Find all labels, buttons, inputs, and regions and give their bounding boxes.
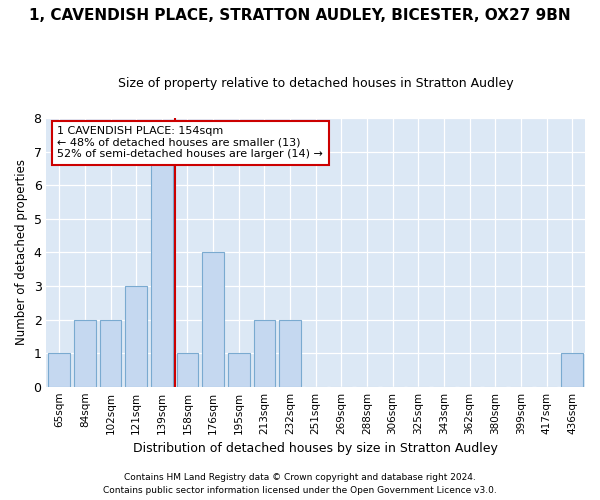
Bar [176, 353, 199, 386]
Text: 1 CAVENDISH PLACE: 154sqm
← 48% of detached houses are smaller (13)
52% of semi-: 1 CAVENDISH PLACE: 154sqm ← 48% of detac… [57, 126, 323, 160]
Text: Contains HM Land Registry data © Crown copyright and database right 2024.
Contai: Contains HM Land Registry data © Crown c… [103, 474, 497, 495]
Bar [561, 353, 583, 386]
Y-axis label: Number of detached properties: Number of detached properties [15, 160, 28, 346]
X-axis label: Distribution of detached houses by size in Stratton Audley: Distribution of detached houses by size … [133, 442, 498, 455]
Bar [49, 353, 70, 386]
Text: 1, CAVENDISH PLACE, STRATTON AUDLEY, BICESTER, OX27 9BN: 1, CAVENDISH PLACE, STRATTON AUDLEY, BIC… [29, 8, 571, 22]
Title: Size of property relative to detached houses in Stratton Audley: Size of property relative to detached ho… [118, 78, 514, 90]
Bar [202, 252, 224, 386]
Bar [254, 320, 275, 386]
Bar [100, 320, 121, 386]
Bar [228, 353, 250, 386]
Bar [279, 320, 301, 386]
Bar [151, 152, 173, 386]
Bar [125, 286, 147, 386]
Bar [74, 320, 96, 386]
